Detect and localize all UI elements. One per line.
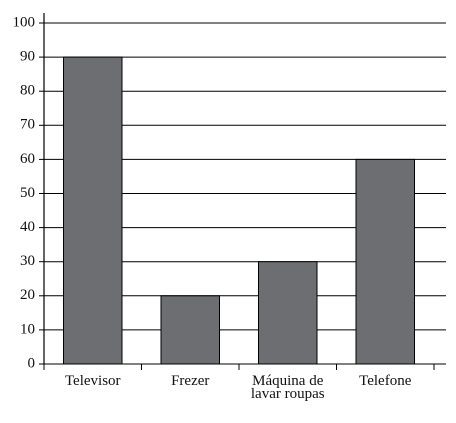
y-tick-label: 90 <box>20 49 35 65</box>
bar <box>355 158 415 365</box>
x-tick-label: Frezer <box>171 373 210 389</box>
y-tick-label: 10 <box>20 321 35 337</box>
y-tick-label: 0 <box>28 355 36 371</box>
y-tick-label: 100 <box>13 14 36 30</box>
y-tick-label: 30 <box>20 253 35 269</box>
x-tick-label: Telefone <box>359 373 412 389</box>
x-tick-label: Máquina de lavar roupas <box>250 373 325 402</box>
bar <box>258 261 318 365</box>
y-tick-label: 70 <box>20 117 35 133</box>
x-tick-label: Televisor <box>64 373 121 389</box>
bar <box>160 295 220 365</box>
y-tick-label: 80 <box>20 83 35 99</box>
y-tick-label: 50 <box>20 185 35 201</box>
bar <box>63 56 123 365</box>
y-tick-label: 40 <box>20 219 35 235</box>
y-tick-label: 60 <box>20 151 35 167</box>
y-tick-label: 20 <box>20 287 35 303</box>
